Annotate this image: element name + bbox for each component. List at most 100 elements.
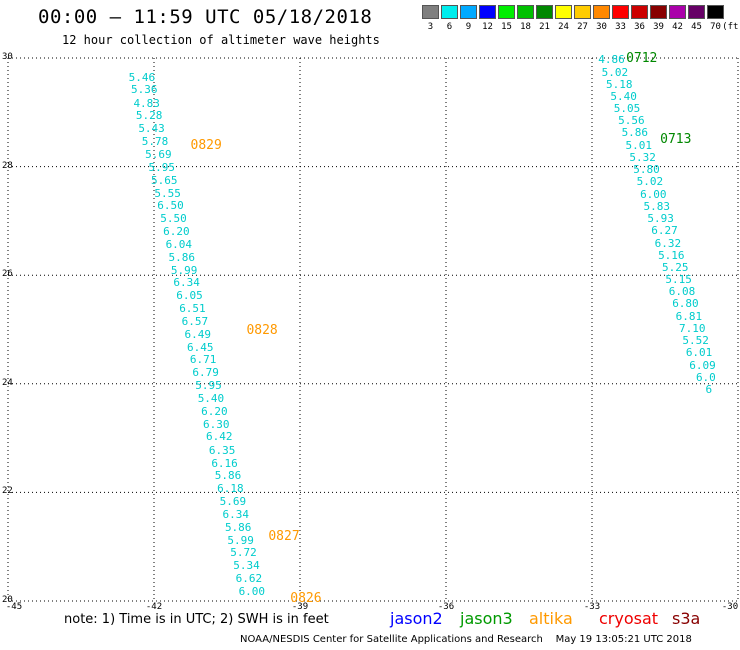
- satellite-name-jason2: jason2: [390, 609, 443, 628]
- map-title: 00:00 — 11:59 UTC 05/18/2018: [38, 6, 373, 28]
- legend-swatch: [688, 5, 705, 19]
- latitude-tick-label: 20: [2, 595, 13, 605]
- wave-height-value: 5.28: [135, 109, 163, 122]
- wave-height-value: 5.25: [661, 261, 689, 275]
- legend-swatch: [460, 5, 477, 19]
- longitude-tick-label: -33: [583, 602, 601, 612]
- legend-label: 21: [539, 22, 550, 32]
- legend-label: 9: [465, 22, 472, 32]
- wave-height-value: 5.86: [224, 520, 252, 534]
- satellite-name-s3a: s3a: [672, 609, 701, 628]
- wave-height-value: 6.08: [668, 285, 696, 299]
- wave-height-value: 5.52: [682, 334, 709, 348]
- wave-height-value: 5.95: [148, 160, 176, 174]
- wave-height-value: 5.86: [168, 250, 195, 264]
- legend-unit: (ft): [722, 22, 740, 32]
- legend-swatch: [593, 5, 610, 19]
- wave-height-value: 5.02: [636, 175, 664, 189]
- legend-swatch: [650, 5, 667, 19]
- legend-swatch: [498, 5, 515, 19]
- legend-label: 24: [558, 22, 569, 32]
- pass-time-label: 0713: [660, 132, 692, 148]
- pass-time-label: 0712: [626, 51, 658, 66]
- wave-height-value: 5.43: [138, 122, 165, 136]
- longitude-tick-label: -36: [437, 602, 455, 612]
- wave-height-value: 5.05: [613, 101, 641, 115]
- longitude-tick-label: -42: [145, 602, 163, 612]
- wave-height-value: 5.46: [128, 71, 156, 84]
- wave-height-value: 5.65: [150, 173, 178, 187]
- wave-height-value: 6.71: [189, 353, 217, 367]
- wave-height-value: 5.50: [160, 212, 187, 226]
- wave-height-value: 6.00: [238, 584, 266, 598]
- wave-height-value: 6.34: [222, 507, 250, 521]
- legend-label: 42: [672, 22, 683, 32]
- wave-height-value: 6: [705, 383, 713, 397]
- longitude-tick-label: -30: [721, 602, 739, 612]
- legend-swatch: [441, 5, 458, 19]
- map-subtitle: 12 hour collection of altimeter wave hei…: [62, 33, 380, 47]
- wave-height-value: 6.0: [695, 370, 716, 384]
- legend-label: 36: [634, 22, 645, 32]
- credit-footer: NOAA/NESDIS Center for Satellite Applica…: [240, 634, 692, 645]
- wave-height-value: 6.18: [217, 482, 244, 496]
- legend-swatch: [631, 5, 648, 19]
- pass-time-label: 0827: [268, 528, 300, 544]
- legend-label: 27: [577, 22, 588, 32]
- wave-height-value: 5.36: [131, 83, 158, 97]
- wave-height-value: 6.45: [186, 340, 214, 354]
- legend-label: 12: [482, 22, 493, 32]
- wave-height-value: 6.62: [235, 572, 263, 586]
- wave-height-value: 5.01: [625, 138, 652, 152]
- wave-height-value: 4.83: [133, 96, 160, 110]
- legend-label: 3: [427, 22, 434, 32]
- wave-height-value: 6.49: [184, 327, 212, 341]
- wave-height-value: 5.40: [610, 90, 637, 103]
- wave-height-value: 6.20: [201, 404, 228, 418]
- wave-height-value: 5.95: [195, 379, 222, 393]
- wave-height-value: 5.18: [606, 77, 633, 91]
- wave-height-value: 5.93: [647, 212, 674, 226]
- latitude-tick-label: 22: [2, 486, 13, 497]
- wave-height-value: 5.56: [618, 114, 645, 128]
- legend-swatch: [574, 5, 591, 19]
- legend-label: 70: [710, 22, 721, 32]
- wave-height-value: 5.40: [197, 391, 225, 405]
- legend-swatch: [669, 5, 686, 19]
- legend-swatch: [517, 5, 534, 19]
- units-note: note: 1) Time is in UTC; 2) SWH is in fe…: [64, 612, 329, 627]
- pass-time-label: 0826: [290, 591, 322, 607]
- wave-height-value: 6.79: [192, 366, 219, 380]
- wave-height-value: 5.55: [154, 186, 181, 200]
- satellite-name-jason3: jason3: [460, 609, 513, 628]
- wave-height-value: 5.34: [233, 559, 260, 573]
- legend-swatch: [555, 5, 572, 19]
- wave-height-value: 6.00: [640, 187, 667, 201]
- legend-label: 33: [615, 22, 626, 32]
- wave-height-value: 6.81: [675, 309, 703, 323]
- wave-height-value: 6.09: [689, 358, 716, 372]
- wave-height-value: 6.01: [685, 346, 713, 360]
- wave-height-value: 7.10: [679, 321, 706, 335]
- legend-label: 6: [446, 22, 453, 32]
- wave-height-value: 6.42: [205, 430, 233, 444]
- wave-height-value: 5.99: [170, 263, 198, 277]
- longitude-tick-label: -39: [291, 602, 309, 612]
- wave-height-value: 6.32: [654, 236, 682, 250]
- wave-height-value: 5.86: [621, 126, 649, 140]
- wave-height-value: 6.51: [179, 302, 206, 316]
- legend-swatch: [612, 5, 629, 19]
- wave-height-value: 5.69: [219, 495, 247, 509]
- wave-height-value: 6.16: [211, 456, 238, 470]
- wave-height-value: 5.32: [629, 150, 656, 164]
- wave-height-value: 5.69: [145, 148, 172, 162]
- wave-height-value: 5.02: [601, 65, 629, 79]
- longitude-tick-label: -45: [5, 602, 23, 612]
- wave-height-value: 5.86: [214, 469, 242, 483]
- satellite-name-altika: altika: [529, 609, 573, 628]
- wave-height-value: 4.86: [598, 53, 625, 67]
- wave-height-value: 6.50: [157, 199, 184, 213]
- wave-height-value: 6.04: [165, 237, 193, 251]
